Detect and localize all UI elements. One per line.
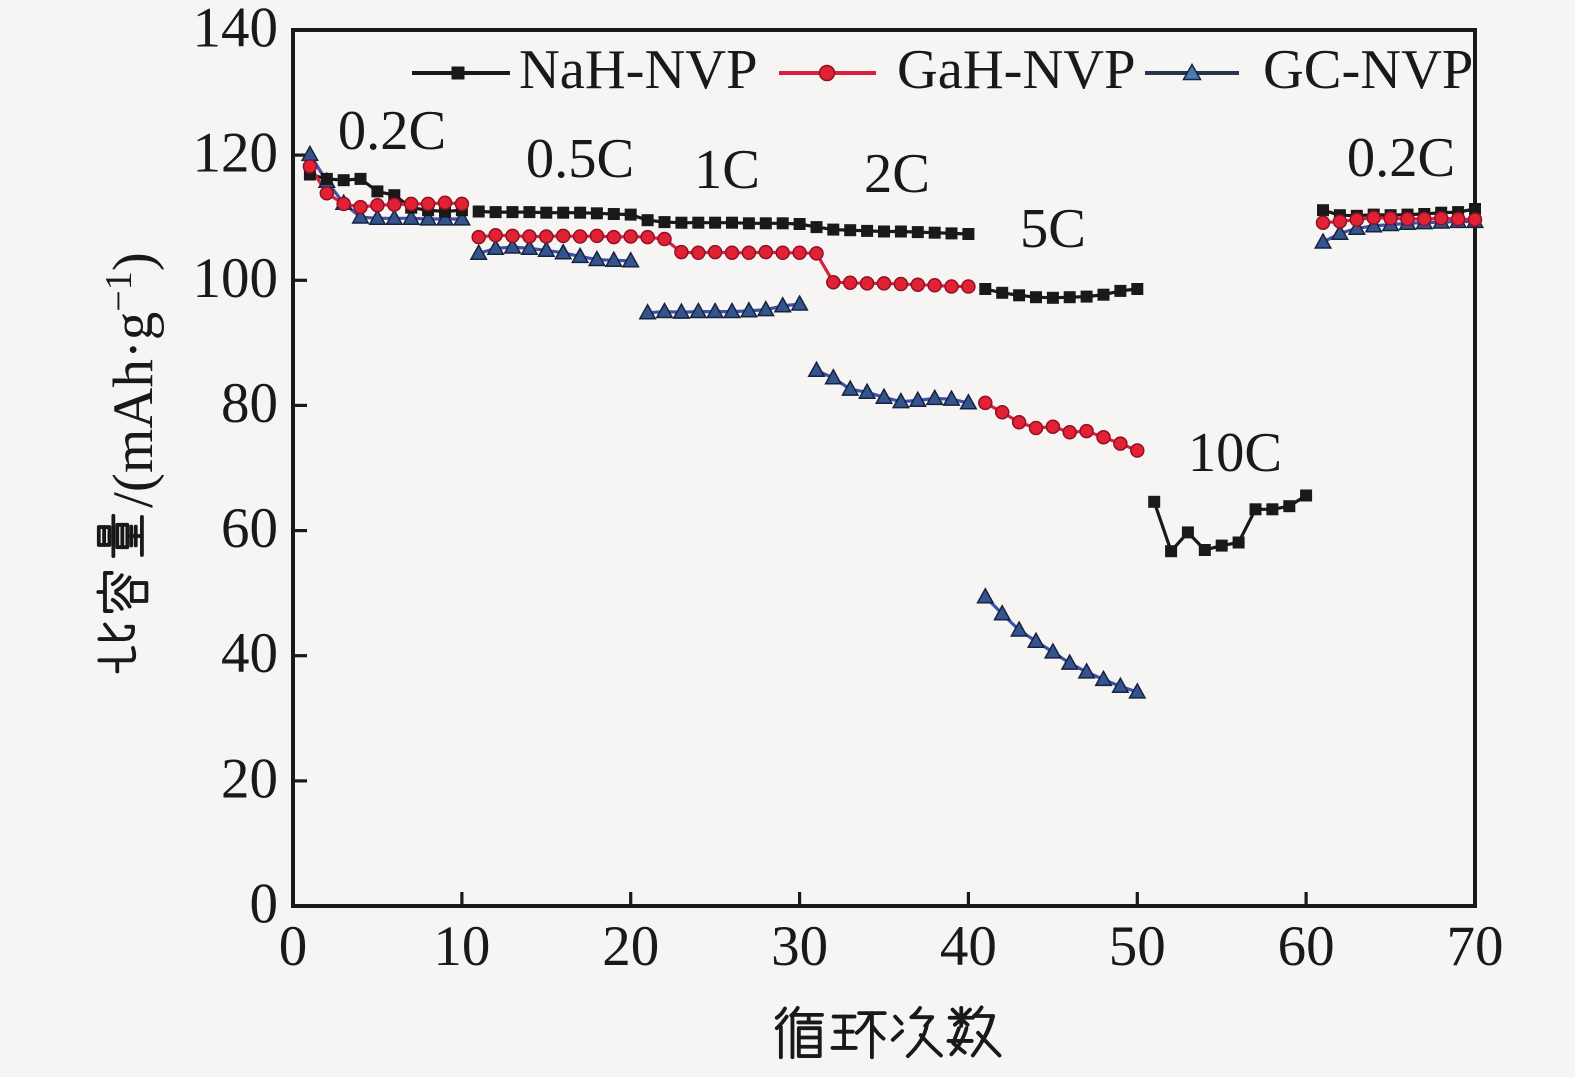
svg-text:10C: 10C [1188,422,1282,484]
svg-text:100: 100 [193,247,279,310]
svg-text:60: 60 [1278,915,1335,978]
svg-text:0: 0 [250,873,279,936]
svg-text:30: 30 [771,915,828,978]
svg-text:140: 140 [193,0,279,60]
svg-text:GaH-NVP: GaH-NVP [897,39,1136,101]
svg-text:40: 40 [940,915,997,978]
svg-text:1C: 1C [694,139,760,201]
svg-text:0: 0 [279,915,308,978]
svg-text:120: 120 [193,122,279,185]
svg-text:5C: 5C [1020,198,1086,260]
svg-text:NaH-NVP: NaH-NVP [519,39,758,101]
svg-text:0.2C: 0.2C [1347,127,1455,189]
svg-text:2C: 2C [864,143,930,205]
svg-text:80: 80 [221,372,278,435]
svg-text:70: 70 [1447,915,1504,978]
svg-text:50: 50 [1109,915,1166,978]
svg-text:10: 10 [433,915,490,978]
svg-text:20: 20 [602,915,659,978]
svg-text:20: 20 [221,747,278,810]
svg-text:0.2C: 0.2C [338,100,446,162]
svg-text:40: 40 [221,622,278,685]
svg-text:0.5C: 0.5C [526,128,634,190]
svg-text:GC-NVP: GC-NVP [1263,39,1473,101]
svg-text:60: 60 [221,497,278,560]
